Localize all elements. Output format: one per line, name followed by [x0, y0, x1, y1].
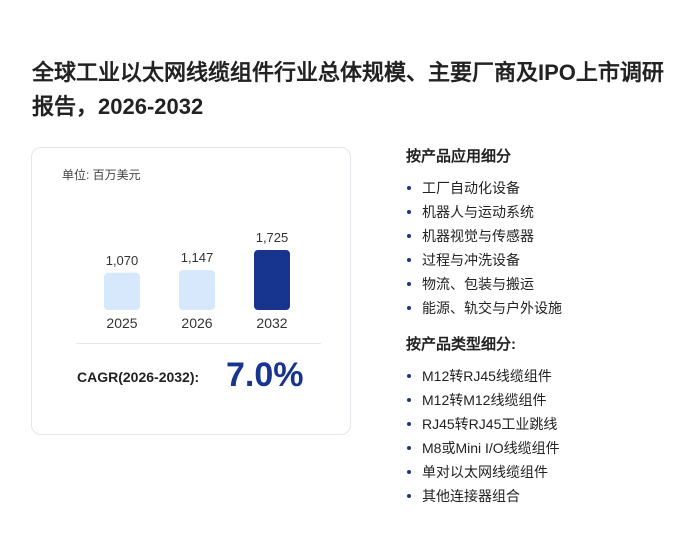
bar-chart: 1,070 2025 1,147 2026 1,725 2032 — [104, 230, 290, 331]
divider — [76, 343, 321, 344]
segment-by-type: 按产品类型细分: M12转RJ45线缆组件 M12转M12线缆组件 RJ45转R… — [406, 334, 696, 508]
bar-value-label: 1,725 — [256, 230, 289, 245]
list-item: 物流、包装与搬运 — [406, 272, 696, 296]
list-item: 能源、轨交与户外设施 — [406, 296, 696, 320]
cagr-value: 7.0% — [226, 356, 304, 394]
segment-title: 按产品类型细分: — [406, 336, 516, 353]
list-item-label: 单对以太网线缆组件 — [422, 464, 548, 480]
list-item: 机器人与运动系统 — [406, 200, 696, 224]
list-item: 单对以太网线缆组件 — [406, 460, 696, 484]
bar-2025 — [104, 272, 140, 310]
bullet-icon — [407, 422, 411, 426]
list-item-label: 能源、轨交与户外设施 — [422, 300, 562, 316]
list-item-label: M12转RJ45线缆组件 — [422, 368, 552, 384]
list-item-label: 其他连接器组合 — [422, 488, 520, 504]
list-item-label: 机器人与运动系统 — [422, 204, 534, 220]
list-item: 工厂自动化设备 — [406, 176, 696, 200]
list-item-label: 物流、包装与搬运 — [422, 276, 534, 292]
bullet-icon — [407, 446, 411, 450]
bullet-icon — [407, 210, 411, 214]
bullet-icon — [407, 398, 411, 402]
list-item-label: M8或Mini I/O线缆组件 — [422, 440, 560, 456]
list-item: RJ45转RJ45工业跳线 — [406, 412, 696, 436]
bullet-icon — [407, 306, 411, 310]
category-tick-label: 2032 — [256, 315, 287, 331]
bullet-icon — [407, 258, 411, 262]
bar-2032 — [254, 250, 290, 310]
unit-label: 单位: 百万美元 — [62, 168, 141, 182]
segment-by-application: 按产品应用细分 工厂自动化设备 机器人与运动系统 机器视觉与传感器 过程与冲洗设… — [406, 146, 696, 320]
segment-list: 工厂自动化设备 机器人与运动系统 机器视觉与传感器 过程与冲洗设备 物流、包装与… — [406, 176, 696, 320]
category-tick-label: 2026 — [181, 315, 212, 331]
cagr-label: CAGR(2026-2032): — [77, 369, 200, 385]
market-size-card: 单位: 百万美元 1,070 2025 1,147 2026 1,725 2032 CAG… — [31, 147, 351, 435]
bar-value-label: 1,070 — [106, 253, 139, 268]
list-item-label: 过程与冲洗设备 — [422, 252, 520, 268]
list-item-label: M12转M12线缆组件 — [422, 392, 547, 408]
report-title: 全球工业以太网线缆组件行业总体规模、主要厂商及IPO上市调研报告，2026-20… — [32, 60, 664, 119]
bullet-icon — [407, 494, 411, 498]
bar-value-label: 1,147 — [181, 250, 214, 265]
category-tick-label: 2025 — [106, 315, 137, 331]
bullet-icon — [407, 470, 411, 474]
segmentation-panel: 按产品应用细分 工厂自动化设备 机器人与运动系统 机器视觉与传感器 过程与冲洗设… — [406, 146, 696, 508]
bar-2026 — [179, 270, 215, 310]
bullet-icon — [407, 282, 411, 286]
list-item: 其他连接器组合 — [406, 484, 696, 508]
list-item: 过程与冲洗设备 — [406, 248, 696, 272]
list-item: 机器视觉与传感器 — [406, 224, 696, 248]
bullet-icon — [407, 186, 411, 190]
list-item-label: RJ45转RJ45工业跳线 — [422, 416, 558, 432]
bullet-icon — [407, 234, 411, 238]
list-item: M12转M12线缆组件 — [406, 388, 696, 412]
list-item-label: 机器视觉与传感器 — [422, 228, 534, 244]
list-item: M8或Mini I/O线缆组件 — [406, 436, 696, 460]
list-item-label: 工厂自动化设备 — [422, 180, 520, 196]
segment-title: 按产品应用细分 — [406, 148, 512, 165]
segment-list: M12转RJ45线缆组件 M12转M12线缆组件 RJ45转RJ45工业跳线 M… — [406, 364, 696, 508]
list-item: M12转RJ45线缆组件 — [406, 364, 696, 388]
bullet-icon — [407, 374, 411, 378]
